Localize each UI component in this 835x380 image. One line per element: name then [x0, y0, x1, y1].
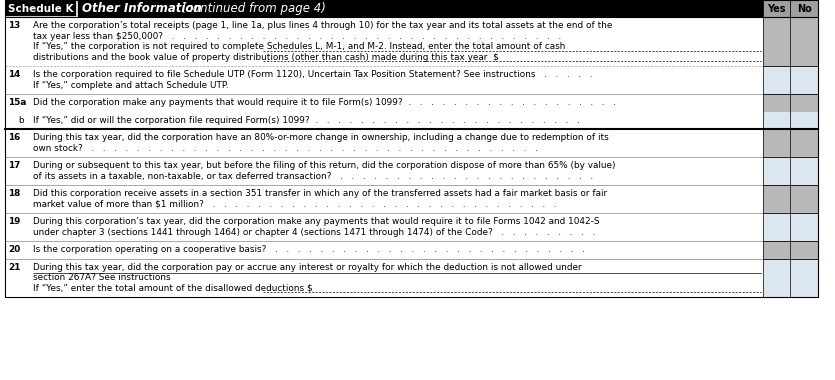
Text: Schedule K: Schedule K	[8, 3, 73, 14]
Text: If “Yes,” enter the total amount of the disallowed deductions $: If “Yes,” enter the total amount of the …	[33, 284, 313, 293]
Bar	[763, 111, 790, 129]
Text: 17: 17	[8, 161, 20, 170]
Bar	[790, 241, 818, 258]
Bar	[5, 0, 77, 17]
Text: During this tax year, did the corporation have an 80%-or-more change in ownershi: During this tax year, did the corporatio…	[33, 133, 609, 142]
Text: Did the corporation make any payments that would require it to file Form(s) 1099: Did the corporation make any payments th…	[33, 98, 616, 107]
Text: 13: 13	[8, 21, 20, 30]
Bar	[763, 213, 790, 241]
Text: 14: 14	[8, 70, 20, 79]
Text: own stock?   .   .   .   .   .   .   .   .   .   .   .   .   .   .   .   .   .  : own stock? . . . . . . . . . . . . . . .…	[33, 144, 538, 153]
Bar	[763, 17, 790, 66]
Bar	[763, 94, 790, 111]
Bar	[763, 258, 790, 297]
Text: If “Yes,” complete and attach Schedule UTP.: If “Yes,” complete and attach Schedule U…	[33, 81, 229, 90]
Bar	[763, 66, 790, 94]
Bar	[763, 185, 790, 213]
Text: During or subsequent to this tax year, but before the filing of this return, did: During or subsequent to this tax year, b…	[33, 161, 615, 170]
Bar	[790, 157, 818, 185]
Bar	[5, 0, 818, 297]
Text: (continued from page 4): (continued from page 4)	[178, 2, 326, 15]
Text: 20: 20	[8, 245, 20, 254]
Text: 18: 18	[8, 189, 20, 198]
Bar	[763, 241, 790, 258]
Text: b: b	[18, 116, 23, 125]
Text: market value of more than $1 million?   .   .   .   .   .   .   .   .   .   .   : market value of more than $1 million? . …	[33, 200, 556, 209]
Bar	[763, 129, 790, 157]
Text: distributions and the book value of property distributions (other than cash) mad: distributions and the book value of prop…	[33, 53, 498, 62]
Bar	[763, 0, 790, 17]
Text: 15a: 15a	[8, 98, 27, 107]
Bar	[790, 111, 818, 129]
Text: Did this corporation receive assets in a section 351 transfer in which any of th: Did this corporation receive assets in a…	[33, 189, 607, 198]
Text: Is the corporation required to file Schedule UTP (Form 1120), Uncertain Tax Posi: Is the corporation required to file Sche…	[33, 70, 592, 79]
Text: 16: 16	[8, 133, 20, 142]
Text: section 267A? See instructions: section 267A? See instructions	[33, 273, 170, 282]
Bar	[790, 66, 818, 94]
Text: under chapter 3 (sections 1441 through 1464) or chapter 4 (sections 1471 through: under chapter 3 (sections 1441 through 1…	[33, 228, 595, 237]
Text: 19: 19	[8, 217, 20, 226]
Bar	[790, 17, 818, 66]
Text: If “Yes,” did or will the corporation file required Form(s) 1099?  .   .   .   .: If “Yes,” did or will the corporation fi…	[33, 116, 579, 125]
Bar	[790, 129, 818, 157]
Text: Is the corporation operating on a cooperative basis?   .   .   .   .   .   .   .: Is the corporation operating on a cooper…	[33, 245, 584, 254]
Text: During this tax year, did the corporation pay or accrue any interest or royalty : During this tax year, did the corporatio…	[33, 263, 582, 272]
Text: of its assets in a taxable, non-taxable, or tax deferred transaction?   .   .   : of its assets in a taxable, non-taxable,…	[33, 172, 593, 181]
Text: During this corporation’s tax year, did the corporation make any payments that w: During this corporation’s tax year, did …	[33, 217, 600, 226]
Bar	[763, 157, 790, 185]
Text: If “Yes,” the corporation is not required to complete Schedules L, M-1, and M-2.: If “Yes,” the corporation is not require…	[33, 42, 565, 51]
Bar	[790, 94, 818, 111]
Bar	[790, 185, 818, 213]
Bar	[790, 213, 818, 241]
Text: Other Information: Other Information	[82, 2, 202, 15]
Text: 21: 21	[8, 263, 20, 272]
Text: tax year less than $250,000?   .   .   .   .   .   .   .   .   .   .   .   .   .: tax year less than $250,000? . . . . . .…	[33, 32, 561, 41]
Bar	[5, 0, 818, 17]
Text: No: No	[797, 3, 812, 14]
Text: Are the corporation’s total receipts (page 1, line 1a, plus lines 4 through 10) : Are the corporation’s total receipts (pa…	[33, 21, 612, 30]
Bar	[790, 0, 818, 17]
Text: Yes: Yes	[767, 3, 786, 14]
Bar	[790, 258, 818, 297]
